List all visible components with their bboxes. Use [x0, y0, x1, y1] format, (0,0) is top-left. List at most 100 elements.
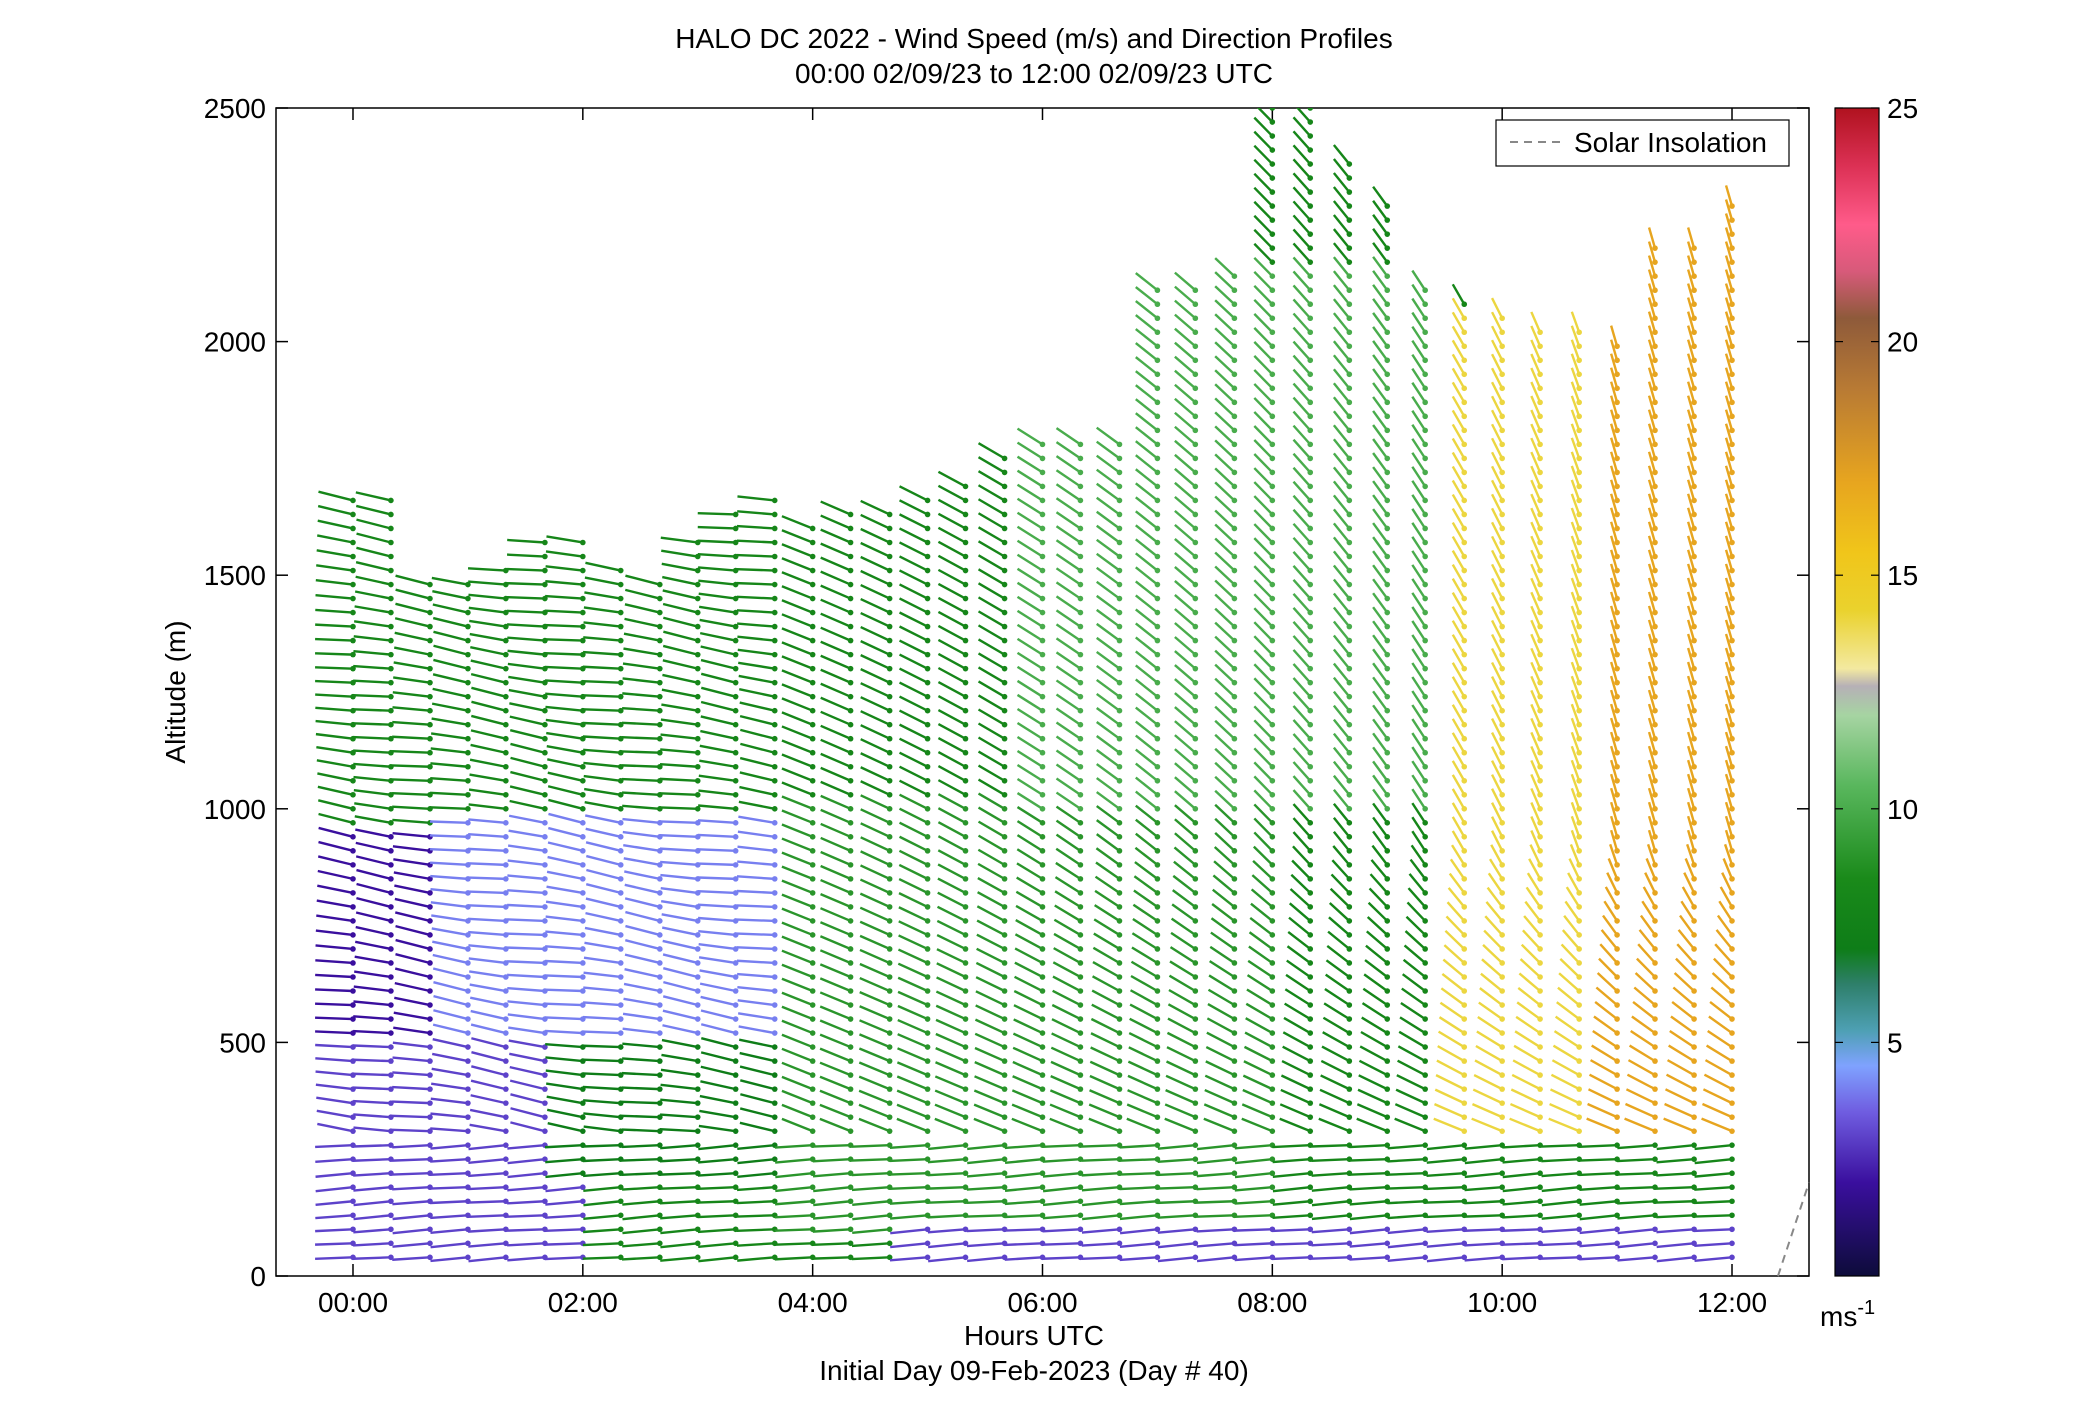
wind-barb: [1096, 426, 1121, 446]
wind-barb-dot: [809, 960, 816, 966]
wind-barb-dot: [1231, 357, 1238, 364]
wind-barb-dot: [1537, 806, 1543, 812]
wind-barb-dot: [1269, 108, 1276, 111]
wind-barb-dot: [694, 946, 701, 952]
wind-barb: [781, 585, 814, 600]
wind-barb: [1490, 661, 1504, 684]
wind-barb-dot: [657, 876, 663, 882]
wind-barb-dot: [1652, 707, 1658, 714]
wind-barb-dot: [580, 932, 586, 938]
wind-barb-dot: [580, 539, 586, 546]
wind-barb-dot: [1001, 749, 1008, 756]
wind-barb: [937, 582, 967, 600]
wind-barb: [1014, 947, 1044, 965]
wind-barb-dot: [657, 595, 663, 602]
wind-barb: [1135, 468, 1159, 488]
wind-barb: [977, 526, 1006, 544]
wind-barb: [1686, 731, 1696, 754]
wind-barb-dot: [1652, 315, 1658, 322]
wind-barb-dot: [1116, 988, 1123, 994]
wind-barb-dot: [1422, 483, 1428, 490]
wind-barb: [352, 1072, 391, 1077]
wind-barb-dot: [962, 806, 969, 812]
wind-barb-dot: [1691, 1044, 1697, 1050]
wind-barb: [353, 1015, 392, 1021]
wind-barb-dot: [809, 904, 816, 910]
wind-barb-dot: [1384, 665, 1391, 672]
wind-barb: [1332, 172, 1351, 193]
wind-barb-dot: [1346, 876, 1353, 882]
wind-barb-dot: [1116, 960, 1123, 966]
wind-barb-dot: [1384, 357, 1391, 364]
wind-barb: [317, 519, 354, 530]
wind-barb-dot: [732, 777, 739, 784]
wind-barb-dot: [1576, 511, 1582, 518]
wind-barb: [1609, 381, 1619, 403]
wind-barb-dot: [809, 890, 816, 896]
wind-barb-dot: [388, 1072, 394, 1078]
wind-barb: [429, 806, 468, 810]
wind-barb: [1554, 1015, 1580, 1035]
wind-barb-dot: [1307, 876, 1314, 882]
wind-barb-dot: [1269, 651, 1276, 658]
wind-barb-dot: [1307, 1114, 1314, 1120]
wind-barb: [1135, 636, 1159, 656]
wind-barb-dot: [542, 1058, 548, 1064]
wind-barb-dot: [350, 791, 356, 798]
wind-barb-dot: [962, 511, 969, 518]
wind-barb: [547, 758, 584, 768]
wind-barb: [1609, 563, 1619, 585]
wind-barb-dot: [1652, 441, 1658, 448]
wind-barb-dot: [503, 988, 509, 994]
wind-barb-dot: [1422, 553, 1428, 560]
wind-barb-dot: [1154, 455, 1161, 462]
wind-barb-dot: [1154, 876, 1161, 882]
wind-barb: [1451, 648, 1466, 670]
wind-barb: [1541, 1143, 1580, 1148]
wind-barb-dot: [1729, 385, 1735, 392]
wind-barb-dot: [1269, 315, 1276, 322]
wind-barb-dot: [1077, 693, 1084, 700]
wind-barb-dot: [580, 623, 586, 630]
wind-barb: [1724, 381, 1734, 403]
wind-barb: [468, 1242, 506, 1248]
wind-barb: [622, 706, 660, 712]
wind-barb-dot: [1307, 651, 1314, 658]
wind-barb-dot: [1307, 1086, 1314, 1092]
wind-barb-dot: [1384, 1030, 1391, 1036]
wind-barb: [659, 1186, 698, 1190]
wind-barb: [1135, 538, 1159, 558]
wind-barb: [353, 1113, 392, 1119]
wind-barb: [1686, 451, 1696, 473]
wind-barb: [1481, 958, 1503, 978]
wind-barb: [318, 840, 354, 853]
wind-barb: [736, 875, 775, 881]
wind-barb: [1245, 1017, 1273, 1035]
wind-barb-dot: [962, 932, 969, 938]
wind-barb: [1510, 1088, 1541, 1105]
wind-barb: [1686, 759, 1696, 782]
wind-barb: [1568, 858, 1581, 880]
wind-barb-dot: [580, 595, 586, 602]
wind-barb-dot: [465, 946, 471, 952]
wind-barb: [1096, 678, 1121, 698]
colorbar-unit-base: ms: [1820, 1301, 1857, 1332]
wind-barb: [546, 535, 584, 544]
wind-barb-dot: [1269, 721, 1276, 728]
wind-barb: [1292, 677, 1312, 698]
wind-barb-dot: [1576, 567, 1582, 574]
wind-barb-dot: [1192, 385, 1199, 392]
wind-barb-dot: [962, 848, 969, 854]
wind-barb: [467, 1228, 506, 1233]
wind-barb-dot: [388, 623, 394, 630]
wind-barb: [315, 944, 354, 951]
wind-barb-dot: [847, 904, 854, 910]
wind-barb: [1617, 1256, 1656, 1262]
wind-barb: [936, 933, 967, 951]
wind-barb-dot: [1077, 707, 1084, 714]
wind-barb: [583, 774, 621, 782]
wind-barb: [700, 729, 736, 740]
wind-barb-dot: [1039, 763, 1046, 770]
wind-barb: [1292, 144, 1312, 165]
wind-barb-dot: [1499, 1058, 1505, 1064]
